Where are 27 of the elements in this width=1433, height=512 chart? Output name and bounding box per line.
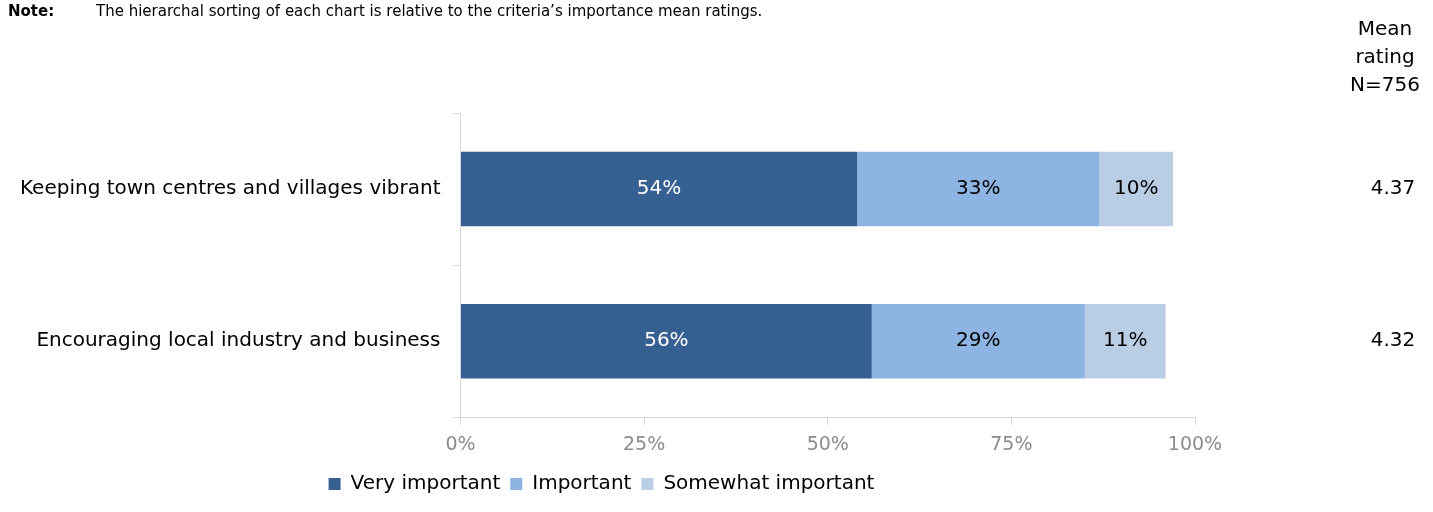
y-tick-label: Keeping town centres and villages vibrant (20, 175, 441, 200)
bar (871, 303, 1085, 379)
bar (857, 151, 1100, 227)
text: Mean rating N=756 (1349, 15, 1421, 98)
bar (1099, 151, 1173, 227)
y-tick-label: Encouraging local industry and business (36, 327, 441, 352)
data-label: 56% (644, 327, 689, 352)
legend-label: Very important (350, 470, 501, 495)
bar (1084, 303, 1166, 379)
data-label: 54% (636, 175, 682, 200)
legend-label: Important (532, 470, 632, 495)
x-tick-label: 50% (806, 431, 849, 454)
bar (460, 303, 872, 379)
data-label: 10% (1114, 175, 1159, 200)
text: 4.37 (1370, 175, 1416, 200)
data-label: 33% (956, 175, 1001, 200)
bar (460, 151, 858, 227)
x-tick-label: 25% (622, 431, 666, 454)
x-tick-label: 75% (990, 431, 1033, 454)
legend-label: Somewhat important (663, 470, 875, 495)
data-label: 11% (1102, 327, 1148, 352)
text: 4.32 (1370, 327, 1416, 352)
data-label: 29% (956, 327, 1001, 352)
text: Note: (8, 2, 55, 20)
text: The hierarchal sorting of each chart is relative to the criteria’s importance mean ratings. (96, 2, 763, 20)
x-tick-label: 100% (1167, 431, 1223, 454)
x-tick-label: 0% (445, 431, 476, 454)
